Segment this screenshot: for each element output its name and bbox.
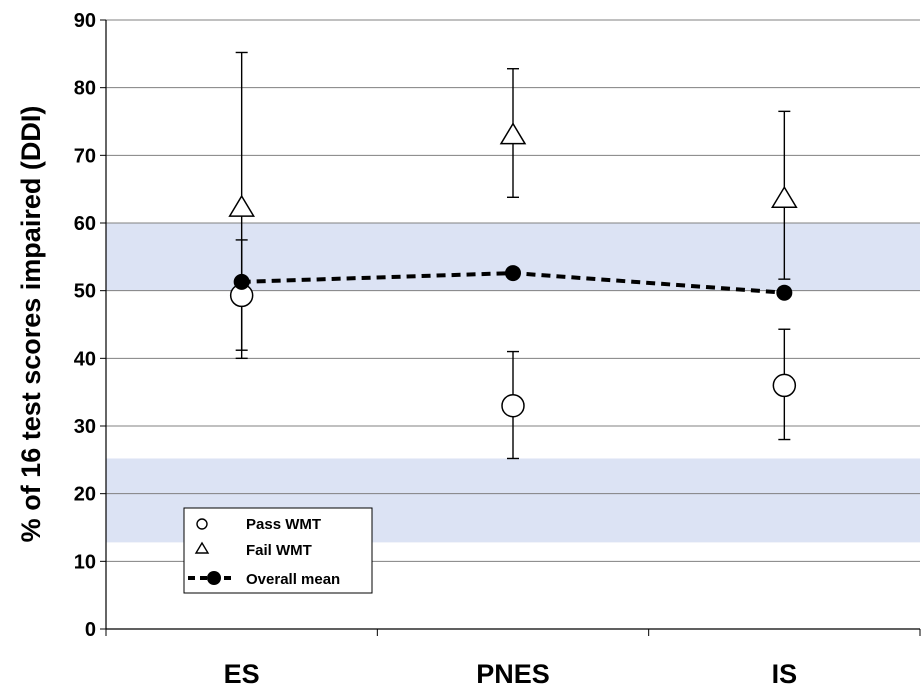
y-tick-label: 60: [74, 213, 96, 235]
legend-pass-wmt-label: Pass WMT: [246, 516, 321, 533]
x-category-label: ES: [224, 659, 260, 689]
data-marks: [228, 51, 798, 460]
legend: Pass WMT Fail WMT Overall mean: [183, 507, 373, 594]
y-tick-label: 90: [74, 10, 96, 32]
y-tick-label: 20: [74, 484, 96, 506]
legend-pass-wmt-marker: [196, 518, 208, 530]
y-tick-label: 0: [85, 619, 96, 641]
y-axis-label: % of 16 test scores impaired (DDI): [16, 106, 46, 543]
fail-wmt-point: [499, 122, 527, 145]
y-tick-label: 30: [74, 416, 96, 438]
legend-overall-mean-label: Overall mean: [246, 571, 340, 588]
axes: [105, 20, 921, 636]
y-tick-label: 50: [74, 281, 96, 303]
overall-mean-point: [776, 284, 793, 301]
fail-wmt-point: [228, 194, 255, 217]
y-tick-label: 10: [74, 551, 96, 573]
pass-wmt-point: [772, 373, 797, 398]
y-tick-label: 40: [74, 348, 96, 370]
y-tick-label: 70: [74, 145, 96, 167]
y-tick-label: 80: [74, 78, 96, 100]
legend-overall-mean-marker: [207, 571, 221, 585]
overall-mean-point: [505, 265, 521, 282]
x-category-labels: ES PNES IS: [224, 659, 797, 689]
overall-mean-point: [233, 273, 250, 290]
pass-wmt-point: [501, 393, 525, 418]
x-category-label: IS: [772, 659, 798, 689]
fail-wmt-point: [771, 185, 798, 209]
y-tick-labels: 0 10 20 30 40 50 60 70 80 90: [74, 10, 106, 641]
x-category-label: PNES: [476, 659, 550, 689]
legend-fail-wmt-label: Fail WMT: [246, 542, 312, 559]
legend-fail-wmt-marker: [194, 541, 210, 554]
